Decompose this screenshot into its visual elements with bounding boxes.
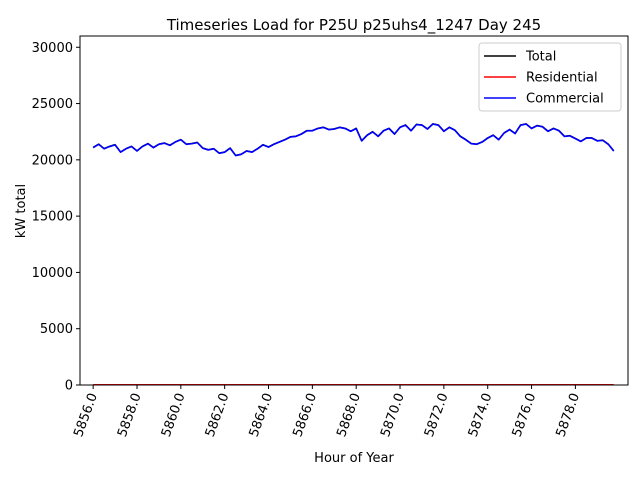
y-tick-label: 15000 (32, 210, 73, 225)
legend: Total Residential Commercial (478, 42, 622, 112)
y-tick-label: 20000 (32, 153, 73, 168)
legend-label-residential: Residential (526, 71, 598, 86)
y-axis-label: kW total (14, 184, 29, 238)
chart-title: Timeseries Load for P25U p25uhs4_1247 Da… (166, 16, 541, 35)
y-tick-label: 5000 (40, 322, 73, 337)
y-tick-label: 0 (65, 379, 73, 394)
plot-frame (79, 35, 629, 386)
y-axis-ticks: 0 5000 10000 15000 20000 25000 30000 (32, 41, 80, 394)
legend-label-commercial: Commercial (526, 92, 604, 107)
legend-label-total: Total (525, 50, 556, 65)
y-tick-label: 10000 (32, 266, 73, 281)
y-tick-label: 30000 (32, 41, 73, 56)
y-tick-label: 25000 (32, 97, 73, 112)
series-line-commercial (92, 123, 615, 157)
x-axis-label: Hour of Year (314, 451, 394, 466)
legend-frame (478, 42, 622, 112)
